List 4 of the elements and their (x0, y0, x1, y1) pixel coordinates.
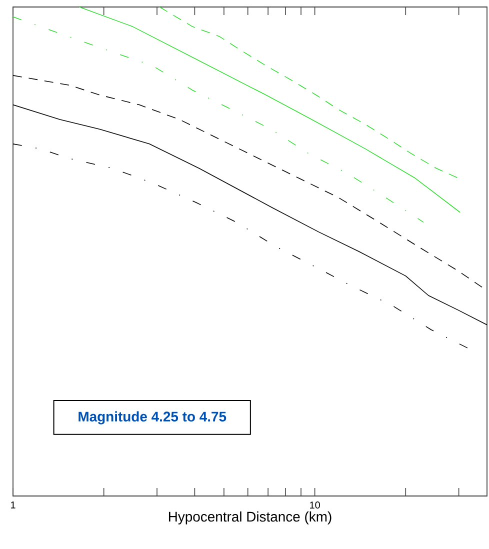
x-tick-label: 1 (10, 502, 16, 508)
annotation: Magnitude 4.25 to 4.75 (78, 411, 226, 424)
x-tick-label: 10 (310, 502, 320, 509)
x-axis-title: Hypocentral Distance (km) (168, 511, 332, 524)
